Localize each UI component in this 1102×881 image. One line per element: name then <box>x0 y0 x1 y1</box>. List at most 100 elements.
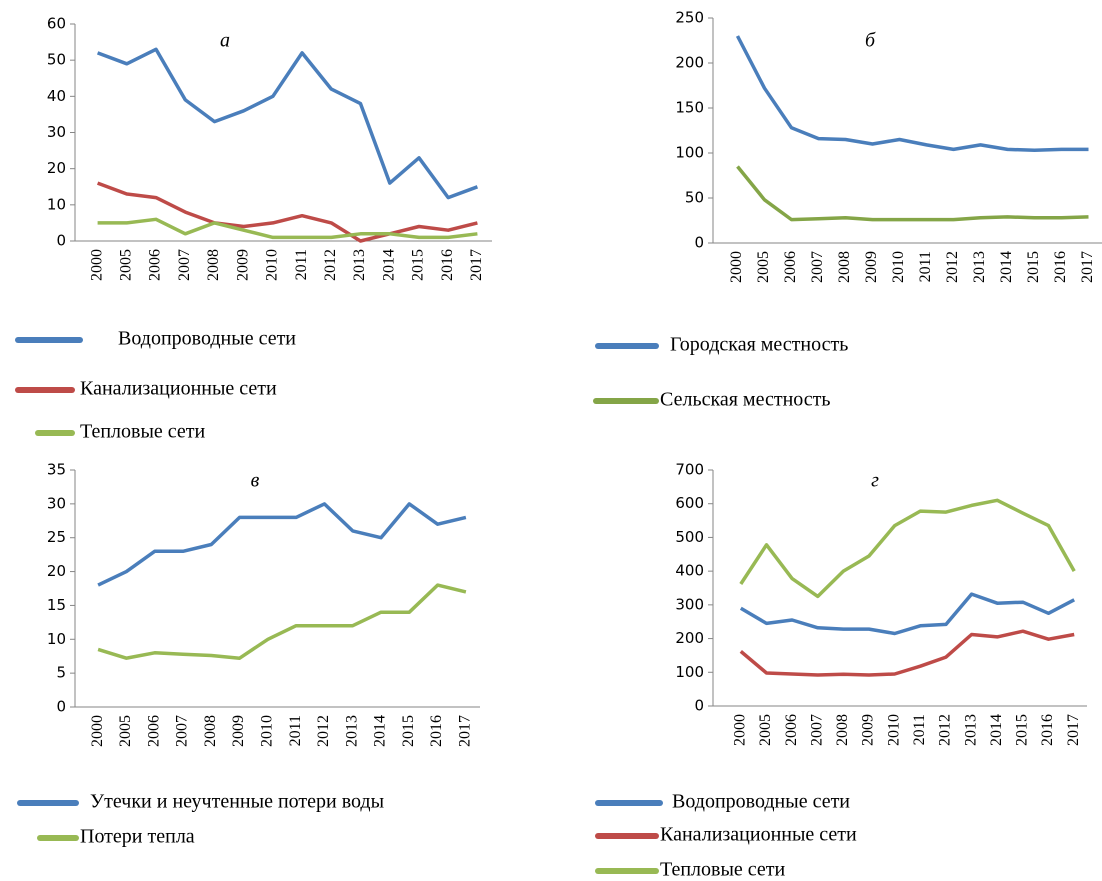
series-line <box>739 592 1076 636</box>
y-tick-label: 10 <box>47 195 66 213</box>
x-tick-label: 2000 <box>728 251 745 283</box>
x-tick-label: 2010 <box>885 714 902 746</box>
x-tick-label: 2008 <box>836 251 853 283</box>
y-tick-label: 0 <box>694 234 704 252</box>
x-tick-label: 2000 <box>88 249 105 281</box>
y-tick-label: 150 <box>675 99 704 117</box>
x-tick-label: 2013 <box>351 249 368 281</box>
x-tick-label: 2005 <box>755 251 772 283</box>
series-line <box>96 181 478 243</box>
x-tick-label: 2009 <box>860 714 877 746</box>
x-tick-label: 2012 <box>944 251 961 283</box>
x-tick-label: 2011 <box>917 251 934 282</box>
series-line <box>735 35 1089 153</box>
y-tick-label: 50 <box>685 189 704 207</box>
y-tick-label: 25 <box>47 528 66 546</box>
x-tick-label: 2005 <box>117 715 134 747</box>
y-tick-label: 200 <box>675 629 704 647</box>
y-tick-label: 60 <box>47 15 66 33</box>
x-tick-label: 2006 <box>147 249 164 281</box>
y-tick-label: 50 <box>47 51 66 69</box>
legend-label: Городская местность <box>670 334 848 356</box>
chart-title: б <box>865 30 876 52</box>
x-tick-label: 2006 <box>145 715 162 747</box>
y-tick-label: 40 <box>47 87 66 105</box>
x-tick-label: 2008 <box>202 715 219 747</box>
x-tick-label: 2005 <box>757 714 774 746</box>
y-tick-label: 15 <box>47 596 66 614</box>
x-tick-label: 2013 <box>971 251 988 283</box>
y-tick-label: 100 <box>675 144 704 162</box>
x-tick-label: 2016 <box>439 249 456 281</box>
x-tick-label: 2017 <box>1079 251 1096 283</box>
legend-label: Тепловые сети <box>80 421 206 443</box>
x-tick-label: 2009 <box>863 251 880 283</box>
chart-title: в <box>251 470 260 492</box>
x-tick-label: 2015 <box>1025 251 1042 283</box>
x-tick-label: 2010 <box>264 249 281 281</box>
x-tick-label: 2000 <box>731 714 748 746</box>
x-tick-label: 2013 <box>962 714 979 746</box>
x-tick-label: 2008 <box>834 714 851 746</box>
y-tick-label: 700 <box>675 461 704 479</box>
series-line <box>96 47 479 200</box>
y-tick-label: 20 <box>47 562 66 580</box>
legend-label: Канализационные сети <box>80 378 277 400</box>
x-tick-label: 2012 <box>315 715 332 747</box>
series-line <box>97 583 467 660</box>
x-tick-label: 2007 <box>174 715 191 747</box>
x-tick-label: 2015 <box>400 715 417 747</box>
x-tick-label: 2017 <box>468 249 485 281</box>
x-tick-label: 2010 <box>890 251 907 283</box>
x-tick-label: 2017 <box>457 715 474 747</box>
legend-label: Канализационные сети <box>660 824 857 846</box>
y-tick-label: 35 <box>47 461 66 479</box>
series-line <box>736 165 1089 222</box>
x-tick-label: 2011 <box>287 715 304 746</box>
legend-label: Сельская местность <box>660 389 831 411</box>
x-tick-label: 2016 <box>428 715 445 747</box>
legend-label: Потери тепла <box>80 826 195 848</box>
x-tick-label: 2010 <box>259 715 276 747</box>
x-tick-label: 2011 <box>293 249 310 280</box>
x-tick-label: 2017 <box>1065 714 1082 746</box>
y-tick-label: 400 <box>675 562 704 580</box>
x-tick-label: 2015 <box>410 249 427 281</box>
y-tick-label: 30 <box>47 494 66 512</box>
x-tick-label: 2016 <box>1039 714 1056 746</box>
x-tick-label: 2009 <box>230 715 247 747</box>
chart-title: а <box>220 30 230 52</box>
x-tick-label: 2012 <box>322 249 339 281</box>
y-tick-label: 200 <box>675 54 704 72</box>
y-tick-label: 5 <box>56 664 66 682</box>
x-tick-label: 2006 <box>783 714 800 746</box>
y-tick-label: 500 <box>675 528 704 546</box>
y-tick-label: 600 <box>675 494 704 512</box>
y-tick-label: 30 <box>47 123 66 141</box>
x-tick-label: 2012 <box>937 714 954 746</box>
y-tick-label: 0 <box>56 232 66 250</box>
y-tick-label: 300 <box>675 595 704 613</box>
x-tick-label: 2011 <box>911 714 928 745</box>
legend-label: Утечки и неучтенные потери воды <box>90 791 384 813</box>
series-line <box>97 217 478 240</box>
x-tick-label: 2007 <box>808 714 825 746</box>
x-tick-label: 2016 <box>1052 251 1069 283</box>
legend-label: Водопроводные сети <box>118 328 296 350</box>
legend-label: Водопроводные сети <box>672 791 850 813</box>
x-tick-label: 2014 <box>380 249 397 281</box>
x-tick-label: 2013 <box>343 715 360 747</box>
series-line <box>739 629 1075 677</box>
x-tick-label: 2015 <box>1014 714 1031 746</box>
y-tick-label: 20 <box>47 159 66 177</box>
y-tick-label: 0 <box>694 697 704 715</box>
legend-label: Тепловые сети <box>660 859 786 881</box>
x-tick-label: 2006 <box>782 251 799 283</box>
x-tick-label: 2007 <box>176 249 193 281</box>
x-tick-label: 2000 <box>89 715 106 747</box>
y-tick-label: 250 <box>675 9 704 27</box>
x-tick-label: 2014 <box>372 715 389 747</box>
x-tick-label: 2014 <box>998 251 1015 283</box>
series-line <box>739 498 1076 599</box>
